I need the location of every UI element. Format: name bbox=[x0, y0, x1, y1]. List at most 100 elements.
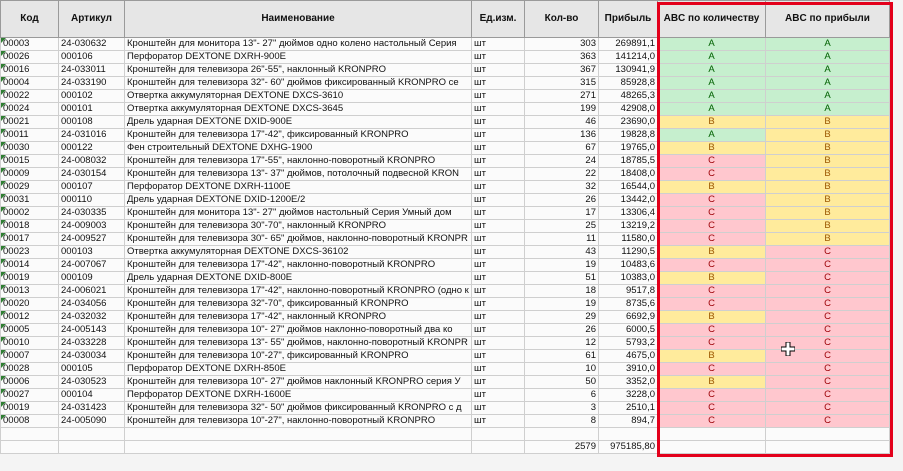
unit-cell[interactable]: шт bbox=[471, 401, 525, 415]
name-cell[interactable]: Кронштейн для телевизора 10"-27", фиксир… bbox=[124, 349, 472, 363]
code-cell[interactable]: 00007 bbox=[0, 349, 59, 363]
abc-profit-cell[interactable]: A bbox=[765, 76, 890, 90]
abc-profit-cell[interactable]: C bbox=[765, 258, 890, 272]
total-profit-cell[interactable]: 975185,80 bbox=[598, 440, 658, 454]
abc-profit-cell[interactable]: B bbox=[765, 180, 890, 194]
abc-qty-cell[interactable]: A bbox=[657, 76, 766, 90]
code-cell[interactable]: 00012 bbox=[0, 310, 59, 324]
code-cell[interactable]: 00030 bbox=[0, 141, 59, 155]
unit-cell[interactable]: шт bbox=[471, 336, 525, 350]
unit-cell[interactable]: шт bbox=[471, 37, 525, 51]
abc-qty-cell[interactable]: A bbox=[657, 102, 766, 116]
unit-cell[interactable]: шт bbox=[471, 167, 525, 181]
qty-cell[interactable]: 46 bbox=[524, 115, 599, 129]
article-cell[interactable]: 24-032032 bbox=[58, 310, 125, 324]
abc-profit-cell[interactable]: C bbox=[765, 310, 890, 324]
qty-cell[interactable]: 19 bbox=[524, 258, 599, 272]
code-cell[interactable]: 00021 bbox=[0, 115, 59, 129]
profit-cell[interactable]: 85928,8 bbox=[598, 76, 658, 90]
abc-qty-cell[interactable]: C bbox=[657, 323, 766, 337]
abc-profit-cell[interactable]: C bbox=[765, 297, 890, 311]
qty-cell[interactable]: 26 bbox=[524, 193, 599, 207]
name-cell[interactable]: Кронштейн для монитора 13"- 27" дюймов о… bbox=[124, 37, 472, 51]
name-cell[interactable]: Кронштейн для телевизора 30"-70", наклон… bbox=[124, 219, 472, 233]
column-header-unit[interactable]: Ед.изм. bbox=[471, 0, 525, 38]
article-cell[interactable]: 24-031016 bbox=[58, 128, 125, 142]
qty-cell[interactable]: 32 bbox=[524, 180, 599, 194]
abc-qty-cell[interactable]: B bbox=[657, 349, 766, 363]
code-cell[interactable]: 00031 bbox=[0, 193, 59, 207]
cell[interactable] bbox=[124, 427, 472, 441]
profit-cell[interactable]: 48265,3 bbox=[598, 89, 658, 103]
name-cell[interactable]: Кронштейн для телевизора 32"- 60" дюймов… bbox=[124, 76, 472, 90]
cell[interactable] bbox=[765, 440, 890, 454]
profit-cell[interactable]: 5793,2 bbox=[598, 336, 658, 350]
unit-cell[interactable]: шт bbox=[471, 206, 525, 220]
abc-profit-cell[interactable]: B bbox=[765, 232, 890, 246]
name-cell[interactable]: Отвертка аккумуляторная DEXTONE DXCS-361… bbox=[124, 245, 472, 259]
abc-profit-cell[interactable]: A bbox=[765, 102, 890, 116]
article-cell[interactable]: 000108 bbox=[58, 115, 125, 129]
article-cell[interactable]: 24-030034 bbox=[58, 349, 125, 363]
column-header-code[interactable]: Код bbox=[0, 0, 59, 38]
unit-cell[interactable]: шт bbox=[471, 297, 525, 311]
profit-cell[interactable]: 3228,0 bbox=[598, 388, 658, 402]
profit-cell[interactable]: 9517,8 bbox=[598, 284, 658, 298]
total-qty-cell[interactable]: 2579 bbox=[524, 440, 599, 454]
name-cell[interactable]: Кронштейн для телевизора 17"-42", фиксир… bbox=[124, 128, 472, 142]
article-cell[interactable]: 24-034056 bbox=[58, 297, 125, 311]
column-header-article[interactable]: Артикул bbox=[58, 0, 125, 38]
name-cell[interactable]: Кронштейн для телевизора 10"-27", наклон… bbox=[124, 414, 472, 428]
name-cell[interactable]: Кронштейн для телевизора 13"- 37" дюймов… bbox=[124, 167, 472, 181]
code-cell[interactable]: 00003 bbox=[0, 37, 59, 51]
abc-profit-cell[interactable]: C bbox=[765, 362, 890, 376]
abc-qty-cell[interactable]: C bbox=[657, 401, 766, 415]
column-header-abc-profit[interactable]: ABC по прибыли bbox=[765, 0, 890, 38]
name-cell[interactable]: Кронштейн для телевизора 32"-70", фиксир… bbox=[124, 297, 472, 311]
qty-cell[interactable]: 199 bbox=[524, 102, 599, 116]
name-cell[interactable]: Кронштейн для телевизора 17"-42", наклон… bbox=[124, 258, 472, 272]
profit-cell[interactable]: 18408,0 bbox=[598, 167, 658, 181]
unit-cell[interactable]: шт bbox=[471, 128, 525, 142]
unit-cell[interactable]: шт bbox=[471, 414, 525, 428]
abc-profit-cell[interactable]: B bbox=[765, 206, 890, 220]
profit-cell[interactable]: 2510,1 bbox=[598, 401, 658, 415]
name-cell[interactable]: Кронштейн для телевизора 13"- 55" дюймов… bbox=[124, 336, 472, 350]
name-cell[interactable]: Кронштейн для монитора 13"- 27" дюймов н… bbox=[124, 206, 472, 220]
abc-profit-cell[interactable]: C bbox=[765, 323, 890, 337]
article-cell[interactable]: 000109 bbox=[58, 271, 125, 285]
profit-cell[interactable]: 10483,6 bbox=[598, 258, 658, 272]
code-cell[interactable]: 00023 bbox=[0, 245, 59, 259]
unit-cell[interactable]: шт bbox=[471, 89, 525, 103]
profit-cell[interactable]: 130941,9 bbox=[598, 63, 658, 77]
abc-profit-cell[interactable]: C bbox=[765, 414, 890, 428]
name-cell[interactable]: Кронштейн для телевизора 10"- 27" дюймов… bbox=[124, 375, 472, 389]
cell[interactable] bbox=[598, 427, 658, 441]
unit-cell[interactable]: шт bbox=[471, 388, 525, 402]
profit-cell[interactable]: 3352,0 bbox=[598, 375, 658, 389]
abc-qty-cell[interactable]: A bbox=[657, 63, 766, 77]
code-cell[interactable]: 00011 bbox=[0, 128, 59, 142]
unit-cell[interactable]: шт bbox=[471, 245, 525, 259]
code-cell[interactable]: 00027 bbox=[0, 388, 59, 402]
abc-profit-cell[interactable]: A bbox=[765, 89, 890, 103]
article-cell[interactable]: 24-007067 bbox=[58, 258, 125, 272]
profit-cell[interactable]: 141214,0 bbox=[598, 50, 658, 64]
column-header-name[interactable]: Наименование bbox=[124, 0, 472, 38]
cell[interactable] bbox=[471, 440, 525, 454]
abc-qty-cell[interactable]: B bbox=[657, 141, 766, 155]
article-cell[interactable]: 24-009003 bbox=[58, 219, 125, 233]
profit-cell[interactable]: 894,7 bbox=[598, 414, 658, 428]
article-cell[interactable]: 24-030632 bbox=[58, 37, 125, 51]
name-cell[interactable]: Кронштейн для телевизора 26"-55", наклон… bbox=[124, 63, 472, 77]
article-cell[interactable]: 000122 bbox=[58, 141, 125, 155]
abc-qty-cell[interactable]: C bbox=[657, 336, 766, 350]
abc-profit-cell[interactable]: B bbox=[765, 128, 890, 142]
name-cell[interactable]: Кронштейн для телевизора 10"- 27" дюймов… bbox=[124, 323, 472, 337]
qty-cell[interactable]: 315 bbox=[524, 76, 599, 90]
unit-cell[interactable]: шт bbox=[471, 154, 525, 168]
article-cell[interactable]: 24-030523 bbox=[58, 375, 125, 389]
profit-cell[interactable]: 269891,1 bbox=[598, 37, 658, 51]
qty-cell[interactable]: 24 bbox=[524, 154, 599, 168]
article-cell[interactable]: 000110 bbox=[58, 193, 125, 207]
